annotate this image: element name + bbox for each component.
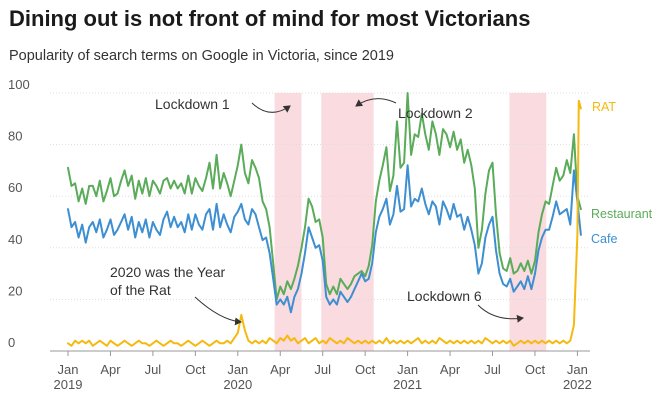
rat-year-arrow: [194, 296, 242, 326]
series-line-cafe: [67, 164, 582, 314]
x-tick-label: Oct: [355, 362, 376, 377]
x-tick-label: Jul: [314, 362, 331, 377]
x-tick-label: Jan: [397, 362, 418, 377]
y-tick-label: 60: [8, 180, 22, 195]
x-tick-label: Oct: [185, 362, 206, 377]
chart-subtitle: Popularity of search terms on Google in …: [9, 48, 394, 64]
series-line-rat: [67, 99, 582, 347]
annotation-lockdown2: Lockdown 2: [398, 105, 473, 121]
annotation-lockdown1: Lockdown 1: [155, 96, 230, 112]
y-tick-label: 20: [8, 283, 22, 298]
x-tick-label: Jul: [484, 362, 501, 377]
x-tick-year: 2022: [563, 377, 592, 392]
x-tick-year: 2021: [393, 377, 422, 392]
annotation-rat-year-line2: of the Rat: [110, 282, 171, 298]
lockdown1-arrow: [251, 102, 291, 113]
y-tick-label: 0: [8, 335, 15, 350]
x-tick-year: 2019: [54, 377, 83, 392]
x-tick-label: Apr: [100, 362, 121, 377]
chart-title: Dining out is not front of mind for most…: [9, 6, 531, 31]
legend-label-restaurant: Restaurant: [591, 207, 653, 221]
annotation-rat-year-line1: 2020 was the Year: [110, 264, 226, 280]
x-tick-label: Oct: [525, 362, 546, 377]
x-tick-label: Apr: [440, 362, 461, 377]
x-tick-label: Jan: [58, 362, 79, 377]
lockdown-band-2: [321, 93, 374, 351]
y-tick-label: 80: [8, 129, 22, 144]
lockdown-band-1: [274, 93, 302, 351]
annotation-lockdown6: Lockdown 6: [407, 288, 482, 304]
x-tick-label: Jan: [227, 362, 248, 377]
lockdown6-arrow: [477, 304, 524, 323]
x-tick-year: 2020: [223, 377, 252, 392]
x-tick-label: Jul: [145, 362, 162, 377]
legend-label-cafe: Cafe: [591, 232, 617, 246]
series-line-restaurant: [67, 92, 582, 301]
y-tick-label: 100: [8, 77, 30, 92]
x-tick-label: Apr: [270, 362, 291, 377]
y-tick-label: 40: [8, 232, 22, 247]
x-tick-label: Jan: [567, 362, 588, 377]
lockdown2-arrow: [355, 98, 397, 107]
legend-label-rat: RAT: [592, 100, 616, 114]
